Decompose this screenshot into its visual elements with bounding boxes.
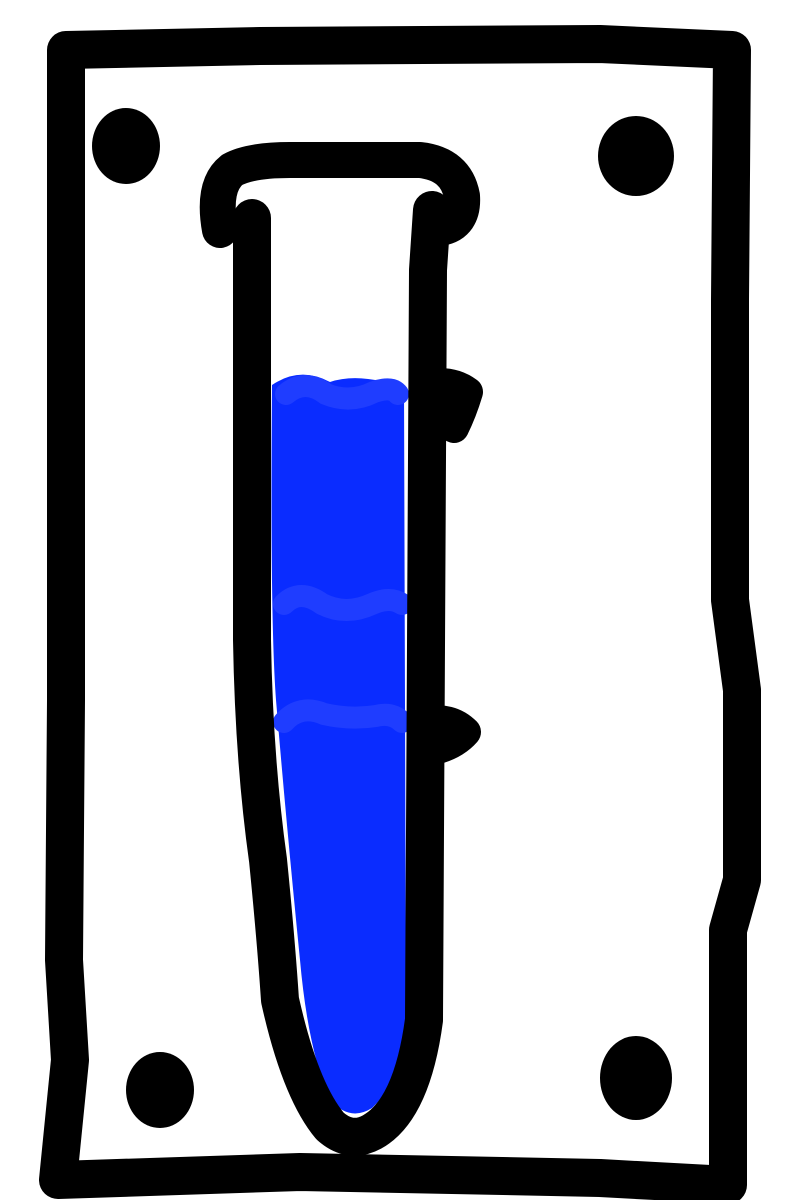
- liquid-surface-line: [275, 375, 409, 410]
- screw-icon-bottom-left: [126, 1052, 194, 1128]
- liquid-band-lower: [273, 699, 413, 733]
- graduation-mark-icon-upper: [413, 368, 483, 443]
- screw-icon-top-right: [598, 116, 674, 196]
- liquid-band-middle: [273, 585, 413, 621]
- screw-icon-top-left: [92, 108, 160, 184]
- test-tube-icon: [233, 191, 451, 1156]
- test-tube-lip: [199, 142, 481, 248]
- liquid-fill: [271, 374, 406, 1114]
- screw-icon-bottom-right: [600, 1036, 672, 1120]
- plate-frame: [39, 25, 761, 1200]
- graduation-mark-icon-lower: [409, 705, 481, 767]
